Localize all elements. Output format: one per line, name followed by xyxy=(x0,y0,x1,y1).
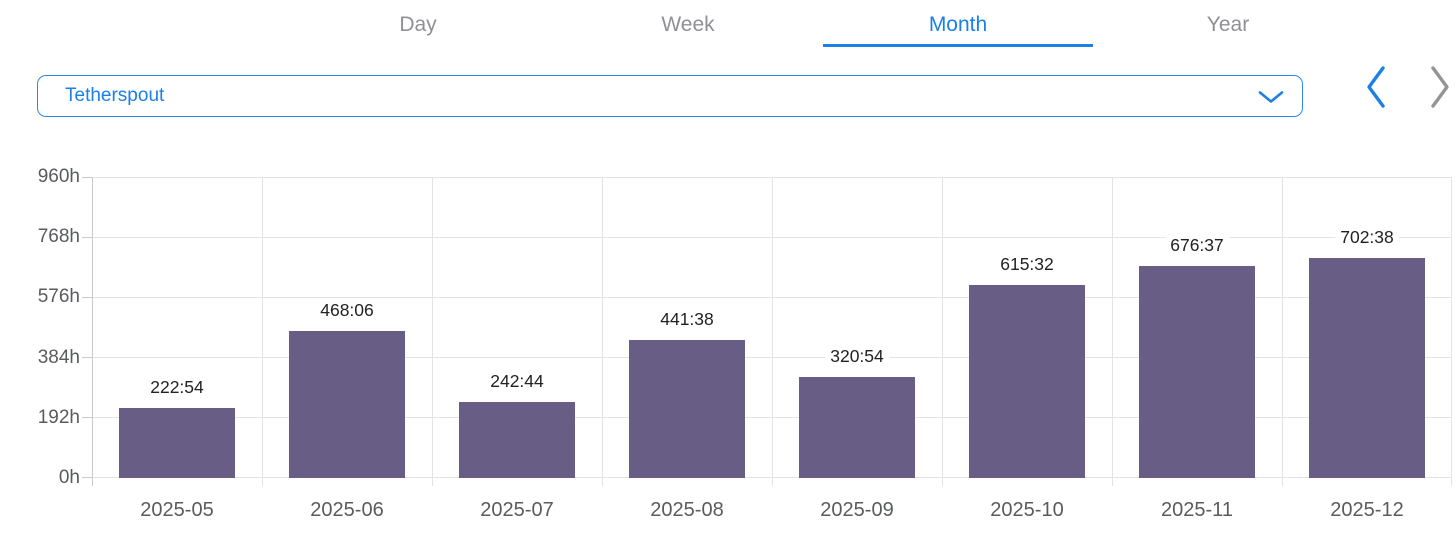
prev-period-button[interactable] xyxy=(1356,62,1396,114)
bar-2025-12[interactable] xyxy=(1309,257,1425,478)
y-axis-tick xyxy=(82,417,92,419)
bar-2025-11[interactable] xyxy=(1139,265,1255,478)
y-axis-tick xyxy=(82,357,92,359)
x-gridline xyxy=(772,177,773,486)
tab-day[interactable]: Day xyxy=(399,13,437,36)
y-axis-tick xyxy=(82,176,92,178)
y-axis-label: 192h xyxy=(37,406,80,428)
period-tabs: Day Week Month Year xyxy=(283,4,1363,47)
bar-value-label: 320:54 xyxy=(825,345,889,369)
bar-value-label: 441:38 xyxy=(655,307,719,331)
x-axis-label: 2025-08 xyxy=(650,499,724,521)
x-axis-label: 2025-12 xyxy=(1330,499,1404,521)
x-gridline xyxy=(262,177,263,486)
next-period-button[interactable] xyxy=(1420,62,1456,114)
bar-2025-07[interactable] xyxy=(459,401,575,478)
x-gridline xyxy=(942,177,943,486)
y-axis-label: 384h xyxy=(37,346,80,368)
x-axis-label: 2025-06 xyxy=(310,499,384,521)
bar-2025-08[interactable] xyxy=(629,339,745,478)
y-axis-label: 960h xyxy=(37,166,80,187)
x-axis-label: 2025-10 xyxy=(990,499,1064,521)
project-select[interactable]: Tetherspout xyxy=(37,75,1303,117)
bar-2025-10[interactable] xyxy=(969,285,1085,478)
bar-value-label: 468:06 xyxy=(315,299,379,323)
bar-value-label: 702:38 xyxy=(1335,225,1399,249)
bar-value-label: 615:32 xyxy=(995,253,1059,277)
y-axis-line xyxy=(92,177,93,486)
chevron-down-icon xyxy=(1257,89,1285,110)
x-axis-label: 2025-07 xyxy=(480,499,554,521)
tab-week[interactable]: Week xyxy=(661,13,715,36)
y-axis-label: 576h xyxy=(37,286,80,308)
tab-month[interactable]: Month xyxy=(823,4,1093,47)
bar-value-label: 222:54 xyxy=(145,376,209,400)
x-axis-label: 2025-05 xyxy=(140,499,214,521)
bar-2025-09[interactable] xyxy=(799,377,915,478)
x-axis-label: 2025-09 xyxy=(820,499,894,521)
x-axis-label: 2025-11 xyxy=(1161,499,1233,521)
project-select-value: Tetherspout xyxy=(65,85,165,106)
bar-2025-06[interactable] xyxy=(289,331,405,478)
bar-value-label: 242:44 xyxy=(485,369,549,393)
x-gridline xyxy=(432,177,433,486)
chart-plot-area: 0h 192h 384h 576h 768h 960h 222:54 2025-05 468:0… xyxy=(38,166,1452,521)
y-axis-tick xyxy=(82,236,92,238)
chevron-left-icon xyxy=(1363,63,1389,114)
y-axis-tick xyxy=(82,477,92,478)
chevron-right-icon xyxy=(1427,63,1453,114)
y-axis-label: 0h xyxy=(58,467,80,488)
x-gridline xyxy=(1112,177,1113,486)
x-gridline xyxy=(1282,177,1283,486)
y-axis-tick xyxy=(82,296,92,298)
bar-2025-05[interactable] xyxy=(119,408,235,478)
tab-year[interactable]: Year xyxy=(1206,13,1250,36)
x-gridline xyxy=(1451,177,1452,486)
y-axis-label: 768h xyxy=(37,226,80,248)
bar-value-label: 676:37 xyxy=(1165,233,1229,257)
x-gridline xyxy=(602,177,603,486)
